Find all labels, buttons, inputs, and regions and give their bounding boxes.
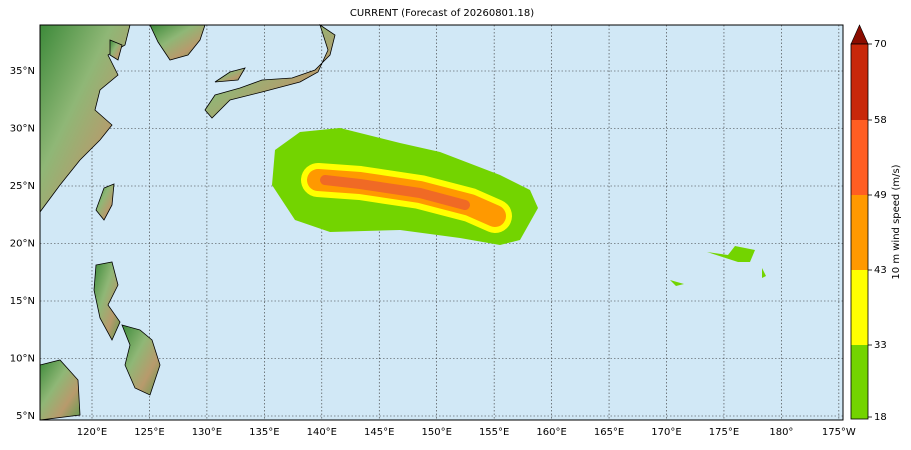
latitude-label: 5°N <box>16 411 35 422</box>
colorbar-label: 49 <box>874 190 887 201</box>
latitude-label: 25°N <box>10 181 35 192</box>
longitude-label: 160°E <box>536 427 566 438</box>
longitude-label: 165°E <box>594 427 624 438</box>
colorbar-title: 10 m wind speed (m/s) <box>891 164 902 279</box>
colorbar-label: 18 <box>874 412 887 423</box>
longitude-label: 175°W <box>822 427 856 438</box>
colorbar <box>850 24 869 420</box>
longitude-label: 140°E <box>307 427 337 438</box>
longitude-label: 145°E <box>364 427 394 438</box>
latitude-label: 15°N <box>10 296 35 307</box>
latitude-label: 35°N <box>10 66 35 77</box>
colorbar-label: 70 <box>874 39 887 50</box>
colorbar-label: 43 <box>874 265 887 276</box>
colorbar-label: 33 <box>874 340 887 351</box>
longitude-label: 130°E <box>192 427 222 438</box>
colorbar-label: 58 <box>874 115 887 126</box>
longitude-label: 170°E <box>651 427 681 438</box>
longitude-label: 175°E <box>709 427 739 438</box>
wind-swath <box>272 128 538 245</box>
latitude-label: 10°N <box>10 354 35 365</box>
longitude-label: 155°E <box>479 427 509 438</box>
land <box>39 24 766 421</box>
longitude-label: 125°E <box>134 427 164 438</box>
latitude-label: 20°N <box>10 239 35 250</box>
graticule <box>40 25 843 420</box>
map-frame <box>39 24 844 421</box>
longitude-label: 180° <box>769 427 793 438</box>
longitude-label: 150°E <box>421 427 451 438</box>
longitude-label: 120°E <box>77 427 107 438</box>
latitude-label: 30°N <box>10 124 35 135</box>
longitude-label: 135°E <box>249 427 279 438</box>
map-title: CURRENT (Forecast of 20260801.18) <box>350 8 534 19</box>
